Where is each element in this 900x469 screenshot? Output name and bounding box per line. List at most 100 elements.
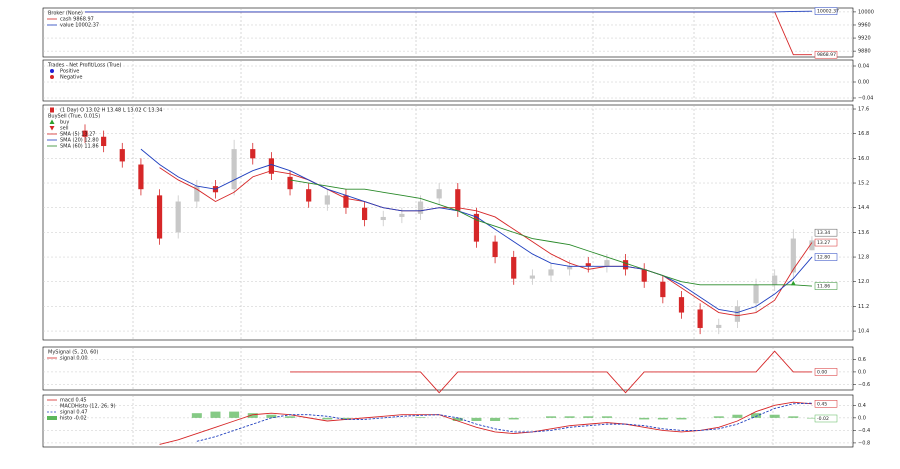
candle-body	[511, 257, 517, 279]
legend-label: cash 9868.97	[60, 17, 94, 23]
legend-label: sell	[60, 126, 68, 132]
candle-body	[772, 275, 778, 285]
legend-label: signal 0.47	[60, 410, 88, 416]
candle-body	[529, 275, 535, 279]
candle-body	[194, 186, 200, 202]
end-label: -0.02	[817, 416, 829, 422]
candle-body	[287, 176, 293, 190]
panel-frame	[42, 7, 854, 58]
y-tick-label: 14.4	[858, 205, 869, 211]
candle-body	[697, 309, 703, 328]
candle-body	[790, 238, 796, 273]
series-line	[159, 401, 812, 445]
end-label-box	[814, 414, 838, 423]
y-tick-label: 16.0	[858, 156, 869, 162]
legend-label: macd 0.45	[60, 398, 87, 404]
end-label: 13.27	[817, 240, 830, 246]
candle-body	[82, 130, 88, 137]
legend-label: buy	[60, 120, 69, 126]
series-line	[290, 350, 812, 394]
candle-body	[641, 269, 647, 282]
candle-body	[231, 149, 237, 190]
end-label-box	[814, 228, 838, 237]
legend-label: histo -0.02	[60, 416, 87, 422]
y-tick-label: 12.0	[858, 279, 869, 285]
histo-bar	[583, 416, 594, 418]
candle-body	[622, 260, 629, 270]
candle-body	[417, 201, 424, 214]
legend-swatch	[50, 69, 54, 73]
candle-body	[678, 297, 685, 313]
end-label: 11.86	[817, 284, 830, 290]
legend-label: Positive	[60, 69, 79, 75]
end-label: 0.00	[817, 369, 827, 375]
histo-bar	[490, 417, 501, 421]
candle-body	[268, 158, 274, 174]
histo-bar	[769, 414, 780, 418]
end-label-box	[814, 282, 838, 290]
candle-body	[436, 189, 442, 199]
histo-bar	[415, 417, 426, 418]
y-tick-label: 0.04	[858, 64, 869, 70]
signal-marker	[790, 280, 796, 286]
y-tick-label: 0.6	[858, 357, 866, 363]
histo-bar	[266, 414, 277, 418]
candle-body	[604, 260, 610, 267]
candle-body	[119, 149, 125, 162]
histo-bar	[751, 413, 762, 418]
series-line	[140, 148, 813, 314]
histo-bar	[713, 416, 724, 418]
candle-body	[753, 284, 759, 304]
legend-title: MySignal (5, 20, 60)	[48, 350, 98, 356]
y-tick-label: 17.6	[858, 107, 869, 113]
legend-swatch	[49, 126, 55, 131]
legend-swatch	[50, 75, 54, 79]
candle-body	[156, 195, 163, 239]
y-tick-label: 10000	[858, 9, 874, 15]
candle-body	[660, 281, 666, 298]
candle-body	[473, 213, 480, 242]
candle-body	[101, 136, 107, 147]
end-label-box	[814, 368, 838, 376]
y-tick-label: 9920	[858, 36, 871, 42]
histo-bar	[564, 416, 575, 418]
panel-frame	[42, 59, 854, 102]
legend-label: SMA (60) 11.86	[60, 144, 99, 150]
histo-bar	[546, 416, 556, 418]
end-label-box	[814, 400, 838, 408]
y-tick-label: −0.6	[858, 382, 870, 388]
y-tick-label: 9880	[858, 49, 871, 55]
candle-body	[380, 216, 386, 221]
end-label: 9868.97	[817, 52, 836, 58]
legend-label: Negative	[60, 75, 82, 81]
legend-label: SMA (5) 13.27	[60, 132, 95, 138]
y-tick-label: 0.0	[858, 415, 866, 421]
y-tick-label: 10.4	[858, 329, 869, 335]
candle-body	[250, 149, 256, 159]
legend-swatch	[47, 416, 57, 420]
series-line	[289, 179, 812, 287]
legend-observer: BuySell (True, 0.015)	[48, 114, 100, 120]
candle-body	[399, 213, 405, 217]
candle-body	[716, 324, 722, 328]
series-line	[159, 167, 813, 317]
y-tick-label: 0.00	[858, 80, 869, 86]
end-label: 13.34	[817, 230, 830, 236]
histo-bar	[285, 416, 296, 418]
series-line	[196, 402, 812, 442]
candle-body	[324, 195, 330, 205]
candle-body	[455, 189, 461, 211]
candle-body	[175, 201, 181, 233]
y-tick-label: 11.2	[858, 304, 869, 310]
histo-bar	[732, 414, 743, 418]
legend-title: Trades - Net Profit/Loss (True)	[47, 63, 121, 69]
legend-title: MACDHisto (12, 26, 9)	[60, 404, 116, 410]
y-tick-label: 12.8	[858, 255, 869, 261]
histo-bar	[322, 417, 333, 420]
legend-swatch	[50, 107, 54, 113]
histo-bar	[471, 417, 482, 421]
legend-label: (1 Day) O 13.02 H 13.48 L 13.02 C 13.34	[60, 108, 163, 114]
y-tick-label: −0.8	[858, 440, 870, 446]
candle-body	[734, 306, 740, 322]
